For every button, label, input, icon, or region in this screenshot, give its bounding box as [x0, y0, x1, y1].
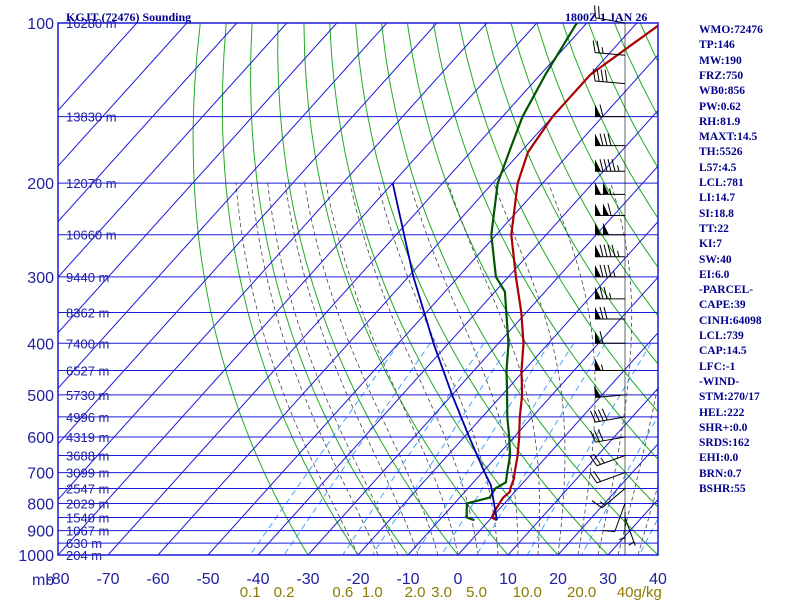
temp-tick-label: -50	[196, 571, 219, 588]
pressure-label: 500	[27, 388, 54, 405]
temp-tick-label: 20	[549, 571, 567, 588]
mixing-ratio-label: 10.0	[513, 584, 542, 600]
height-label: 3688 m	[66, 448, 109, 463]
temp-tick-label: -60	[146, 571, 169, 588]
temp-tick-label: 30	[599, 571, 617, 588]
mixing-ratio-label: 0.1	[240, 584, 261, 600]
pressure-label: 600	[27, 430, 54, 447]
pressure-label: 1000	[18, 548, 54, 565]
pressure-label: 800	[27, 496, 54, 513]
height-label: 2547 m	[66, 482, 109, 497]
pressure-label: 900	[27, 524, 54, 541]
temp-tick-label: -30	[296, 571, 319, 588]
chart-time: 1800Z 1 JAN 26	[565, 10, 647, 24]
pressure-label: 300	[27, 270, 54, 287]
height-label: 4319 m	[66, 430, 109, 445]
mixing-ratio-label: 0.2	[274, 584, 295, 600]
height-label: 12070 m	[66, 176, 117, 191]
height-label: 204 m	[66, 548, 102, 563]
temp-tick-label: -70	[96, 571, 119, 588]
height-label: 3099 m	[66, 466, 109, 481]
mixing-ratio-label: 40g/kg	[617, 584, 662, 600]
height-label: 13830 m	[66, 110, 117, 125]
height-label: 6527 m	[66, 364, 109, 379]
height-label: 9440 m	[66, 270, 109, 285]
mixing-ratio-label: 3.0	[431, 584, 452, 600]
height-label: 4996 m	[66, 410, 109, 425]
temp-tick-label: 0	[454, 571, 463, 588]
mixing-ratio-label: 1.0	[362, 584, 383, 600]
mixing-ratio-label: 2.0	[405, 584, 426, 600]
pressure-label: 400	[27, 336, 54, 353]
chart-title: KGJT (72476) Sounding	[66, 10, 191, 24]
height-label: 7400 m	[66, 336, 109, 351]
height-label: 10660 m	[66, 228, 117, 243]
mixing-ratio-label: 20.0	[567, 584, 596, 600]
height-label: 8362 m	[66, 305, 109, 320]
mixing-ratio-label: 5.0	[466, 584, 487, 600]
height-label: 5730 m	[66, 388, 109, 403]
pressure-label: 700	[27, 466, 54, 483]
height-label: 2029 m	[66, 496, 109, 511]
pressure-label: 200	[27, 176, 54, 193]
mixing-ratio-label: 0.6	[332, 584, 353, 600]
pressure-label: 100	[27, 16, 54, 33]
y-axis-unit: mb	[32, 572, 54, 589]
